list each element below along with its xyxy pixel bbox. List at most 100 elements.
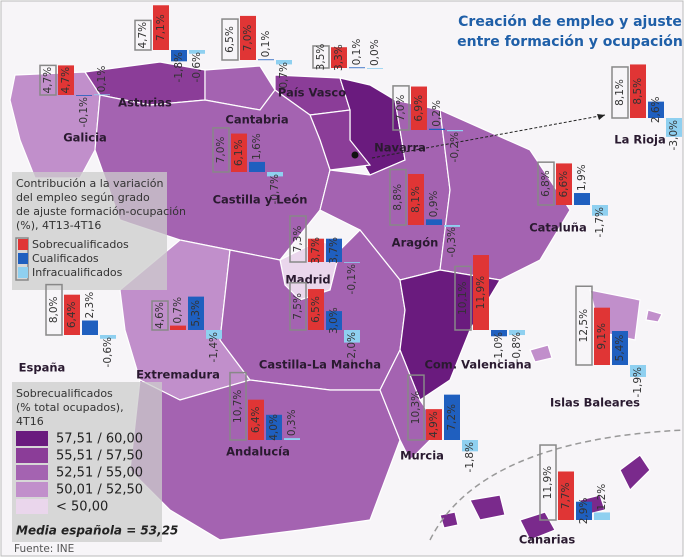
value-label: -0,1% bbox=[346, 264, 358, 294]
region-shape bbox=[519, 511, 556, 541]
value-label: -0,1% bbox=[78, 97, 90, 127]
total-bar bbox=[611, 66, 629, 119]
bar bbox=[344, 262, 360, 263]
value-label: 5,3% bbox=[190, 300, 202, 327]
value-label: 10,3% bbox=[410, 391, 422, 424]
pointer bbox=[371, 114, 606, 159]
arrowhead bbox=[597, 114, 605, 120]
bar bbox=[429, 128, 445, 130]
bar bbox=[94, 94, 110, 96]
bar bbox=[171, 50, 187, 62]
value-label: 6,8% bbox=[540, 170, 552, 197]
value-label: 7,0% bbox=[242, 25, 254, 52]
bar bbox=[170, 325, 186, 330]
total-bar bbox=[407, 374, 425, 441]
region-label: Com. Valenciana bbox=[424, 358, 531, 372]
total-bar bbox=[392, 85, 410, 131]
source: Fuente: INE bbox=[14, 543, 74, 555]
bar bbox=[331, 47, 347, 68]
region-label: Murcia bbox=[400, 449, 444, 463]
bar bbox=[58, 65, 74, 95]
legend-label: 52,51 / 55,00 bbox=[56, 466, 143, 481]
value-label: 8,1% bbox=[410, 186, 422, 213]
legend-title: Contribución a la variación bbox=[16, 177, 163, 190]
bar bbox=[426, 219, 442, 225]
value-label: 5,4% bbox=[614, 335, 626, 362]
legend-title: del empleo según grado bbox=[16, 191, 150, 204]
bar bbox=[326, 238, 342, 262]
region-label: Andalucía bbox=[226, 445, 290, 459]
bar bbox=[444, 394, 460, 440]
bar bbox=[100, 335, 116, 339]
bar bbox=[188, 296, 204, 330]
bar bbox=[267, 172, 283, 177]
value-label: 11,9% bbox=[475, 276, 487, 309]
bar-groups: 4,7% 4,7% -0,1% 0,1% Galicia 4,7% 7,1% -1,8% -0,… bbox=[19, 5, 682, 547]
value-label: 4,7% bbox=[137, 22, 149, 49]
total-bar bbox=[229, 371, 247, 441]
bar bbox=[284, 438, 300, 440]
value-label: -3,0% bbox=[668, 120, 680, 150]
region-shape bbox=[129, 379, 401, 541]
bar bbox=[426, 409, 442, 440]
total-bar bbox=[289, 215, 307, 263]
value-label: -1,8% bbox=[464, 442, 476, 472]
value-label: -0,6% bbox=[102, 337, 114, 367]
madrid-dot bbox=[351, 151, 359, 159]
bar bbox=[308, 289, 324, 330]
legend-label: Infracualificados bbox=[32, 266, 123, 279]
value-label: -1,7% bbox=[594, 207, 606, 237]
bar bbox=[411, 86, 427, 130]
region-shape bbox=[619, 454, 651, 492]
total-bar bbox=[575, 285, 593, 366]
value-label: -1,9% bbox=[632, 367, 644, 397]
legend-swatch bbox=[16, 482, 48, 497]
value-label: 0,1% bbox=[96, 66, 108, 93]
legend-title: Sobrecualificados bbox=[16, 387, 113, 400]
region-shape bbox=[439, 109, 571, 281]
regions bbox=[9, 61, 663, 541]
value-label: 1,9% bbox=[576, 164, 588, 191]
value-label: 4,9% bbox=[428, 411, 440, 438]
value-label: 6,4% bbox=[66, 301, 78, 328]
bar bbox=[592, 205, 608, 216]
total-bar bbox=[312, 45, 330, 69]
region-label: Islas Baleares bbox=[550, 396, 640, 410]
region-label: Navarra bbox=[374, 141, 426, 155]
region-label: País Vasco bbox=[278, 86, 346, 100]
legend-swatch bbox=[18, 253, 28, 264]
legend-swatch bbox=[16, 499, 48, 514]
total-bar bbox=[151, 300, 169, 331]
legend-swatch bbox=[16, 465, 48, 480]
value-label: 3,7% bbox=[310, 237, 322, 264]
region-label: Madrid bbox=[285, 273, 330, 287]
value-label: 7,7% bbox=[560, 482, 572, 509]
total-bar bbox=[134, 19, 152, 51]
total-bar bbox=[539, 444, 557, 521]
value-label: -0,7% bbox=[269, 174, 281, 204]
total-bar bbox=[45, 283, 63, 336]
value-label: 7,5% bbox=[292, 293, 304, 320]
value-label: 0,9% bbox=[428, 191, 440, 218]
bar bbox=[189, 50, 205, 54]
value-label: -0,7% bbox=[278, 62, 290, 92]
total-bar bbox=[537, 161, 555, 206]
value-label: 3,5% bbox=[315, 44, 327, 71]
value-label: 2,9% bbox=[578, 498, 590, 525]
region-shape bbox=[439, 511, 459, 529]
total-bar bbox=[389, 168, 407, 226]
value-label: 7,1% bbox=[155, 14, 167, 41]
legend-label: < 50,00 bbox=[56, 500, 108, 515]
value-label: 1,2% bbox=[596, 484, 608, 511]
legend-swatch bbox=[18, 239, 28, 250]
bar bbox=[76, 95, 92, 96]
legend-title: 4T16 bbox=[16, 415, 44, 428]
total-bar bbox=[289, 282, 307, 331]
bar bbox=[666, 118, 682, 137]
value-label: -1,4% bbox=[208, 332, 220, 362]
bar bbox=[576, 501, 592, 520]
bar bbox=[240, 15, 256, 60]
value-label: 10,1% bbox=[457, 281, 469, 314]
region-shape bbox=[469, 494, 506, 521]
